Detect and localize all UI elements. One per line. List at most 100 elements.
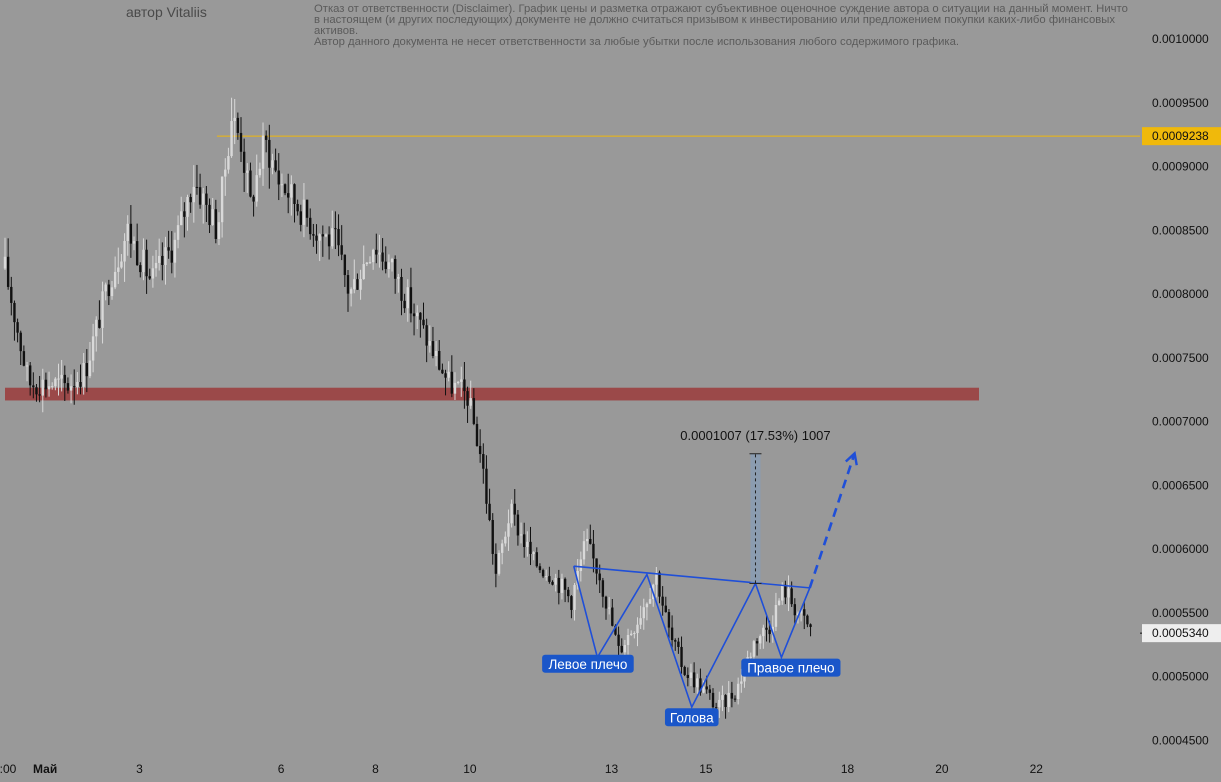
candle-body [359, 279, 362, 290]
candle-body [236, 117, 240, 133]
candle-body [79, 382, 82, 387]
candle-body [371, 249, 375, 263]
candle-body [611, 607, 614, 626]
candle-body [258, 168, 262, 176]
candle-body [696, 678, 699, 688]
candle-body [708, 689, 712, 693]
candle-body [803, 609, 806, 616]
candle-body [54, 378, 57, 387]
candle-body [25, 365, 29, 367]
candle-body [721, 695, 724, 700]
candle-body [768, 629, 771, 635]
x-tick-label: 15 [699, 762, 713, 776]
candle-body [264, 135, 268, 140]
last-price-bg [1142, 624, 1221, 643]
candle-body [208, 204, 211, 226]
candle-body [293, 184, 296, 204]
candle-body [353, 279, 356, 290]
candle-body [658, 572, 661, 597]
candle-body [639, 618, 642, 625]
candle-body [667, 612, 671, 628]
author-label: автор Vitaliis [126, 4, 207, 20]
candle-body [655, 572, 658, 585]
candle-body [340, 245, 343, 255]
candle-body [142, 249, 145, 273]
candle-body [711, 692, 715, 708]
candle-body [740, 681, 743, 684]
candle-body [513, 503, 516, 515]
candle-body [331, 228, 334, 247]
candle-body [274, 160, 277, 171]
candle-body [242, 151, 246, 173]
candle-body [356, 279, 359, 290]
candle-body [19, 332, 22, 352]
candle-body [809, 624, 812, 627]
candle-body [337, 229, 340, 246]
candle-body [661, 596, 664, 606]
candle-body [784, 584, 787, 598]
last-price-label: 0.0005340 [1152, 626, 1209, 640]
y-tick-label: 0.0005500 [1152, 606, 1209, 620]
candle-body [416, 312, 419, 317]
candle-body [224, 169, 227, 177]
candle-body [589, 538, 592, 544]
pattern-label: Правое плечо [747, 661, 834, 676]
candle-body [98, 319, 101, 328]
candle-body [567, 589, 570, 597]
candle-body [189, 197, 192, 203]
candle-body [302, 199, 306, 225]
candle-body [538, 566, 542, 571]
y-tick-label: 0.0006000 [1152, 542, 1209, 556]
candle-body [230, 121, 233, 157]
candle-body [806, 615, 809, 625]
candle-body [460, 379, 463, 382]
candle-body [601, 580, 605, 597]
candle-body [280, 184, 284, 186]
candle-body [154, 262, 158, 269]
candle-body [554, 577, 557, 585]
candle-body [85, 363, 89, 377]
candle-body [428, 341, 431, 346]
candle-body [312, 234, 315, 236]
candle-body [290, 184, 293, 198]
disclaimer-line: Автор данного документа не несет ответст… [314, 36, 960, 48]
candle-body [51, 386, 54, 388]
candle-body [774, 604, 778, 627]
candle-body [689, 672, 693, 678]
candle-body [117, 267, 120, 272]
candle-body [516, 514, 520, 536]
candle-body [110, 287, 114, 297]
candle-body [604, 596, 608, 609]
candle-body [573, 585, 576, 610]
candle-body [403, 300, 406, 309]
pattern-label: Голова [670, 710, 714, 725]
candle-body [255, 175, 258, 202]
candle-body [32, 385, 35, 388]
measure-label: 0.0001007 (17.53%) 1007 [680, 428, 830, 443]
candle-body [327, 234, 331, 247]
candle-body [648, 599, 652, 604]
candle-body [227, 156, 230, 170]
candle-body [441, 369, 444, 374]
candle-body [633, 633, 636, 635]
candle-body [680, 646, 683, 667]
candle-body [749, 656, 752, 658]
candle-body [532, 552, 535, 554]
y-tick-label: 0.0009500 [1152, 96, 1209, 110]
candle-body [63, 374, 66, 384]
candle-body [478, 445, 482, 455]
candle-body [548, 576, 551, 582]
candle-body [560, 578, 564, 593]
candle-body [10, 286, 13, 303]
candle-body [368, 262, 372, 264]
candles [3, 97, 812, 719]
candle-body [57, 378, 60, 380]
x-tick-label: 10 [463, 762, 477, 776]
candle-body [733, 698, 737, 700]
candle-body [677, 641, 680, 647]
candle-body [438, 350, 441, 370]
candle-body [431, 341, 435, 356]
pattern-label: Левое плечо [548, 657, 627, 672]
candle-body [592, 543, 595, 559]
